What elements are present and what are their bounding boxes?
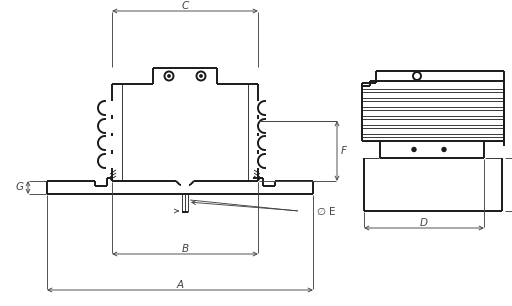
Text: C: C xyxy=(181,1,188,11)
Text: D: D xyxy=(420,218,428,228)
Circle shape xyxy=(412,147,416,151)
Circle shape xyxy=(442,147,446,151)
Text: $\varnothing$ E: $\varnothing$ E xyxy=(316,205,336,217)
Circle shape xyxy=(200,75,202,77)
Text: B: B xyxy=(181,244,188,254)
Text: A: A xyxy=(177,280,184,290)
Text: G: G xyxy=(16,182,24,192)
Circle shape xyxy=(168,75,170,77)
Text: F: F xyxy=(341,146,347,156)
